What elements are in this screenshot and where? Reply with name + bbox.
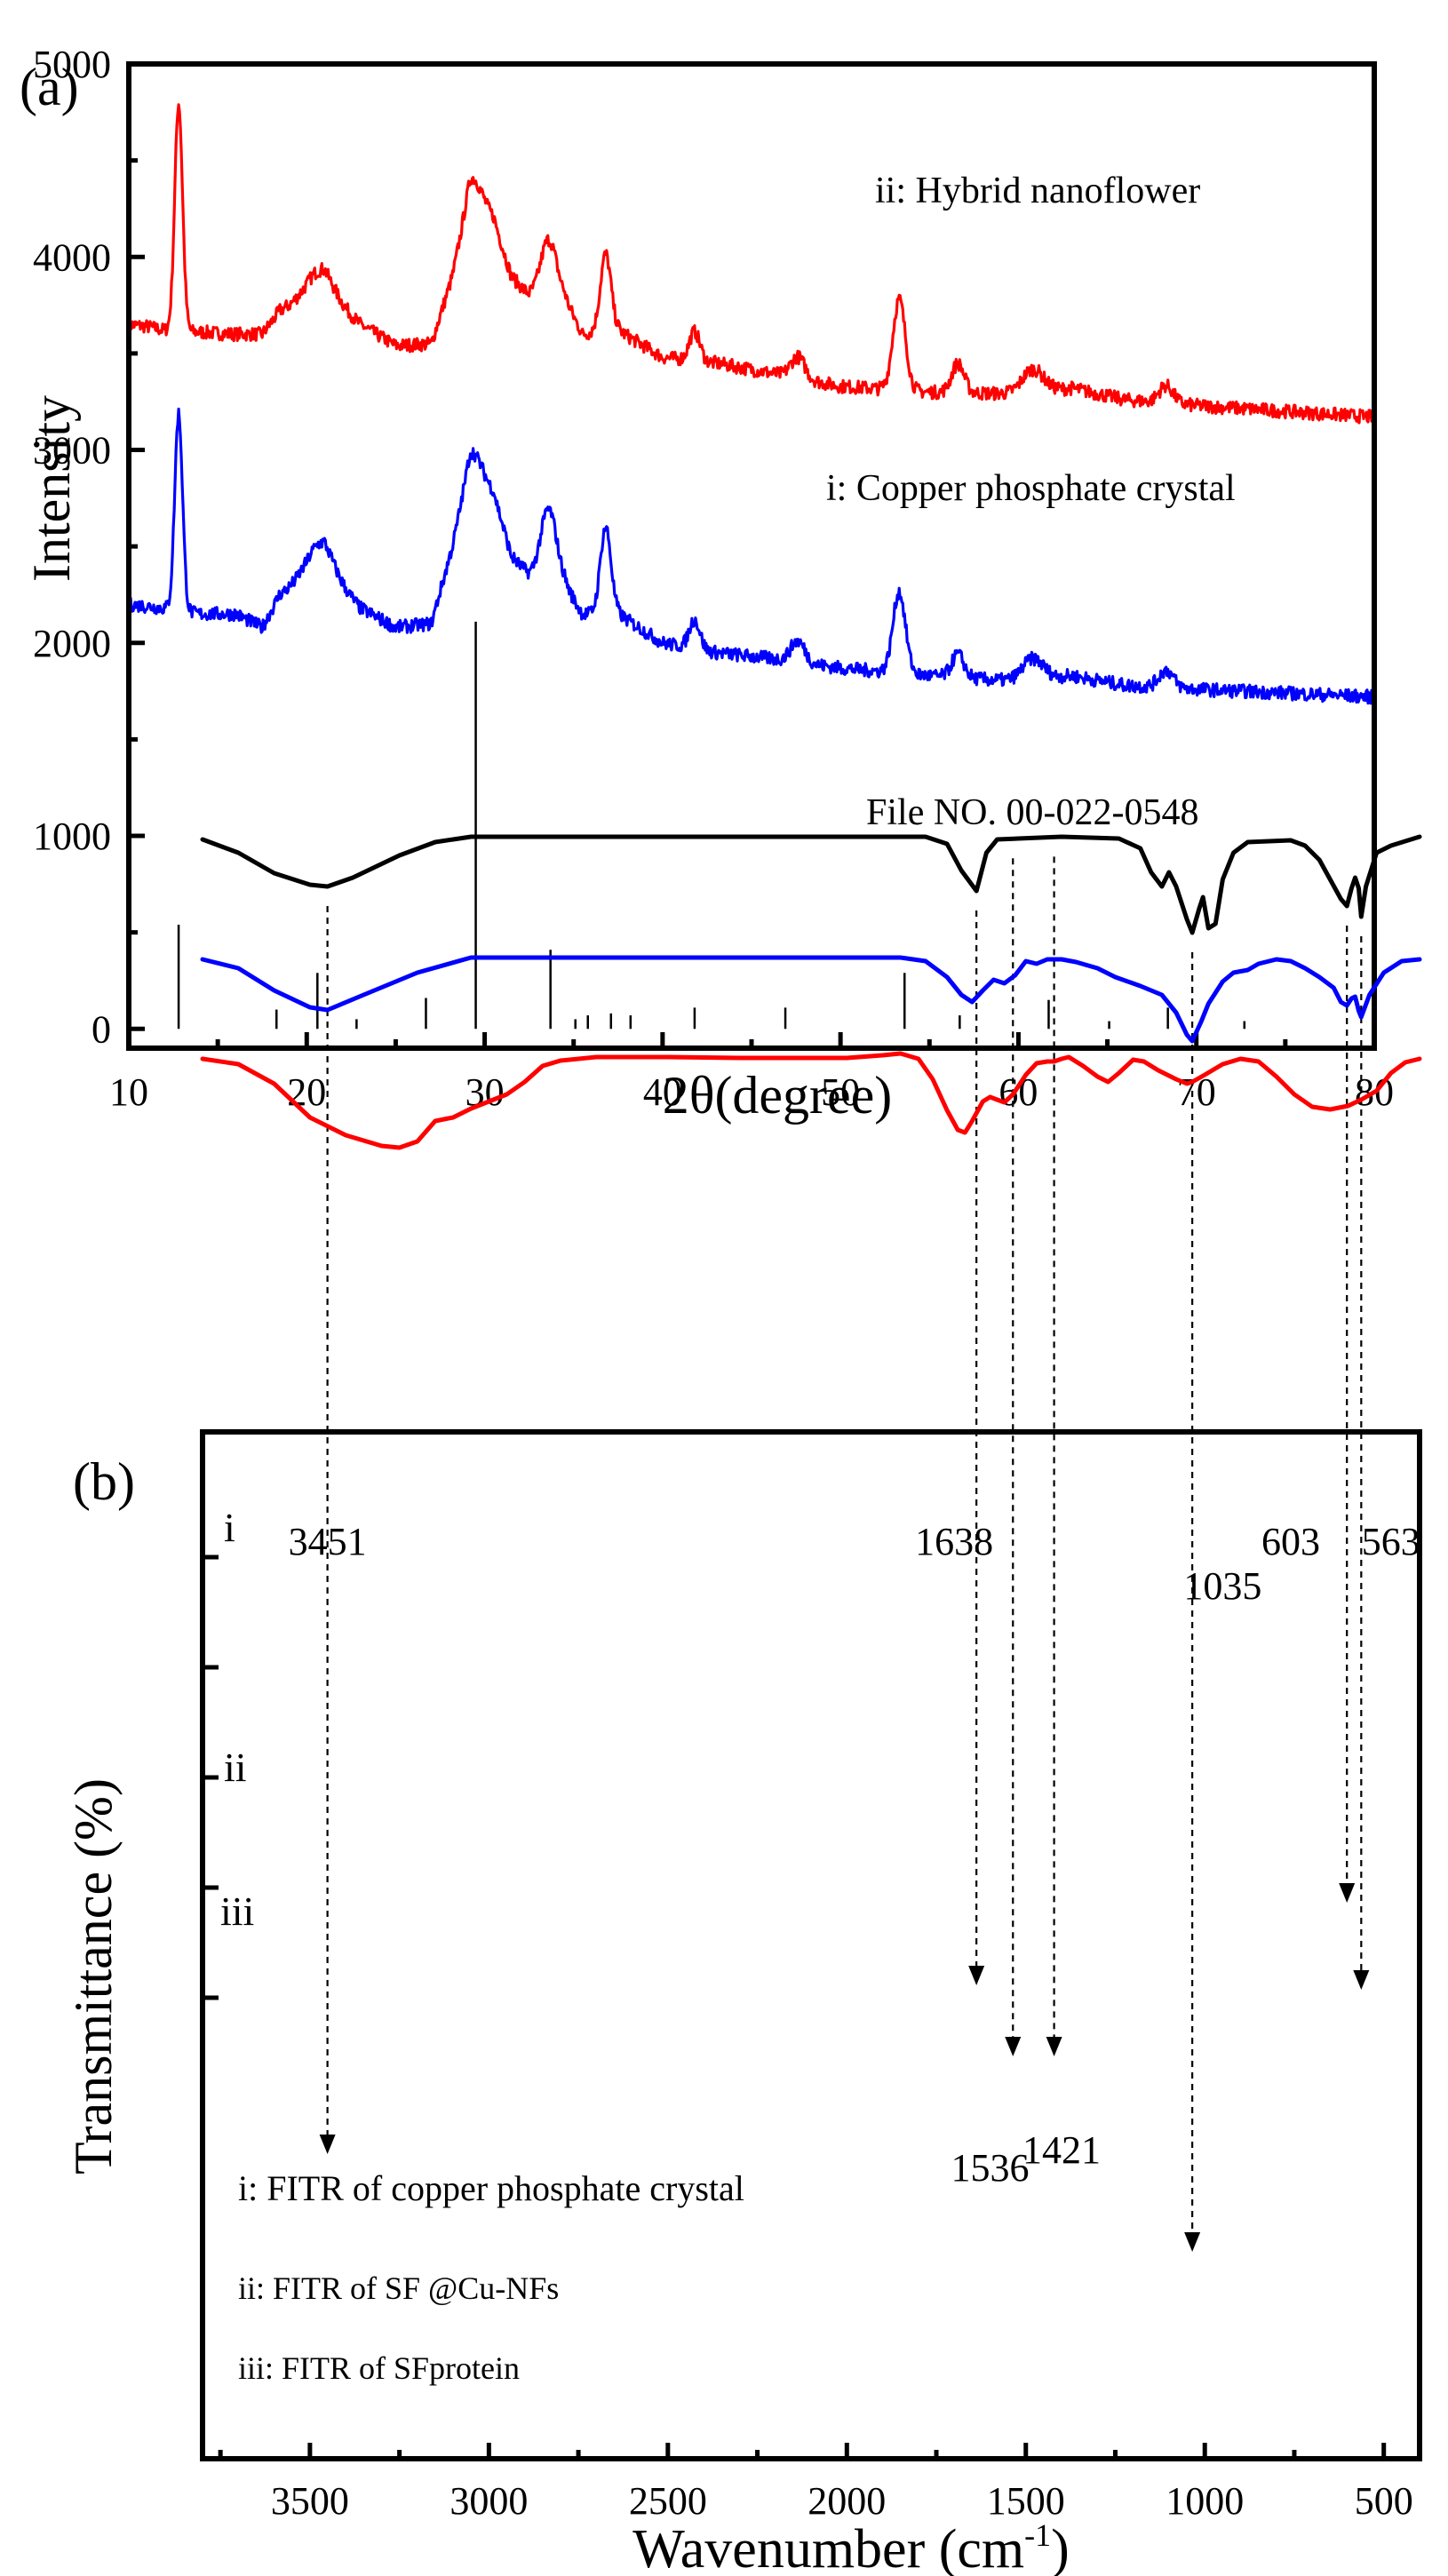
panel-b-x-axis-title-tail: ) [1051,2519,1070,2576]
x-tick-label: 3500 [271,2479,349,2523]
peak-label-563: 563 [1362,1520,1420,1563]
y-tick-label: 2000 [33,622,111,665]
ftir-series-ii [200,955,1422,1044]
peak-arrow-head [968,1966,985,1985]
peak-label-603: 603 [1261,1520,1320,1563]
panel-b-x-axis-title-main: Wavenumber (cm [633,2519,1024,2576]
x-tick-label: 40 [643,1070,682,1114]
panel-a-frame [126,61,1377,1051]
panel-a-y-axis-title: Intensity [22,395,81,582]
peak-arrow-head [1353,1970,1370,1990]
ftir-series-iii [200,1051,1422,1150]
curve-label-ii: ii [224,1745,247,1790]
peak-label-1536: 1536 [951,2146,1029,2190]
x-tick-label: 2500 [629,2479,707,2523]
panel-a: (a) 10 20 30 40 50 60 70 8001000200030004000500… [20,43,1394,1125]
panel-a-label: (a) [20,58,79,116]
peak-arrow-head [1005,2037,1022,2056]
ftir-series-i [200,834,1422,935]
panel-a-legend-ii: ii: Hybrid nanoflower [875,171,1200,211]
xrd-series-ii [127,103,1375,425]
panel-b-axes: 3500 3000 2500 2000 1500 1000 500 [200,1429,1422,2523]
x-tick-label: 50 [821,1070,860,1114]
peak-arrow-head [1184,2232,1201,2252]
peak-arrow-head [1339,1883,1356,1903]
x-tick-label: 10 [109,1070,148,1114]
curve-label-iii: iii [220,1888,254,1934]
y-tick-label: 4000 [33,235,111,279]
panel-b-legend-iii: iii: FITR of SFprotein [238,2350,520,2386]
y-tick-label: 1000 [33,815,111,858]
peak-label-1035: 1035 [1183,1564,1261,1608]
panel-b-legend-ii: ii: FITR of SF @Cu-NFs [238,2270,559,2306]
x-tick-label: 3000 [450,2479,528,2523]
x-tick-label: 20 [287,1070,326,1114]
peak-arrow-head [319,2135,336,2154]
peak-label-1638: 1638 [915,1520,993,1563]
y-tick-label: 3000 [33,429,111,473]
panel-b-plot-area [200,834,1422,1150]
curve-label-i: i [224,1505,235,1550]
panel-b-frame [200,1429,1422,2461]
y-tick-label: 0 [91,1007,111,1051]
panel-b-label: (b) [73,1452,135,1511]
x-tick-label: 70 [1177,1070,1216,1114]
peak-label-1421: 1421 [1022,2128,1101,2172]
x-tick-label: 2000 [808,2479,886,2523]
panel-b-x-axis-title: Wavenumber (cm-1) [633,2517,1070,2576]
x-tick-label: 1000 [1166,2479,1244,2523]
x-tick-label: 1500 [987,2479,1065,2523]
panel-b-x-axis-title-sup: -1 [1024,2517,1051,2553]
y-tick-label: 5000 [33,43,111,86]
xrd-series-i [127,407,1376,705]
panel-a-legend-i: i: Copper phosphate crystal [826,468,1236,509]
panel-b-legend-i: i: FITR of copper phosphate crystal [238,2168,744,2208]
peak-label-3451: 3451 [289,1520,367,1563]
panel-b-peak-arrows [319,856,1370,2252]
peak-arrow-head [1046,2037,1062,2056]
x-tick-label: 500 [1355,2479,1413,2523]
panel-a-x-axis-title: 2θ(degree) [663,1066,893,1125]
x-tick-label: 60 [998,1070,1038,1114]
panel-b: (b) 3500 3000 2500 2000 1500 1000 500 3451 1638… [64,834,1422,2576]
panel-a-reference-label: File NO. 00-022-0548 [866,792,1198,833]
panel-b-y-axis-title: Transmittance (%) [64,1778,123,2174]
panel-a-plot-area [127,103,1376,1030]
